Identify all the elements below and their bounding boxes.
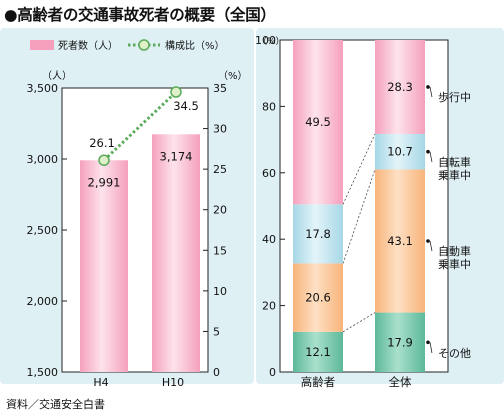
deaths-bar <box>152 134 200 372</box>
legend-leader-dot <box>426 340 430 345</box>
legend-leader-line <box>429 86 433 98</box>
segment-legend-label: 自動車 <box>438 244 471 258</box>
legend-leader-dot <box>426 239 430 243</box>
stacked-segment <box>293 331 343 372</box>
deaths-bar <box>80 160 128 372</box>
segment-value-label: 43.1 <box>387 234 413 248</box>
legend-leader-dot <box>426 149 430 154</box>
stacked-segment <box>375 169 425 313</box>
percent-axis-unit: （%） <box>258 36 285 47</box>
right-axis-tick-label: 10 <box>213 285 227 298</box>
deaths-bar-value-label: 2,991 <box>88 175 121 189</box>
segment-value-label: 20.6 <box>305 291 331 305</box>
left-axis-unit: （人） <box>42 70 72 82</box>
segment-value-label: 17.9 <box>387 335 413 349</box>
right-axis-tick-label: 35 <box>213 82 227 95</box>
segment-legend-label: 乗車中 <box>438 168 471 182</box>
percent-axis-tick-label: 100 <box>255 34 276 47</box>
legend-line-label: 構成比（%） <box>165 39 225 52</box>
segment-value-label: 10.7 <box>387 145 413 159</box>
segment-connector-line <box>342 133 376 205</box>
stacked-segment <box>375 133 425 170</box>
left-category-label: H10 <box>162 376 184 389</box>
ratio-point <box>170 86 182 98</box>
legend-leader-line <box>429 342 433 354</box>
segment-legend-label: その他 <box>438 347 471 360</box>
left-axis-tick-label: 2,500 <box>27 224 59 237</box>
legend-leader-dot <box>426 85 430 89</box>
segment-connector-line <box>342 169 376 264</box>
percent-axis-tick-label: 80 <box>262 100 276 113</box>
stacked-segment <box>293 204 343 264</box>
ratio-point <box>98 154 110 166</box>
percent-axis-tick-label: 20 <box>262 300 276 313</box>
page-title: ●高齢者の交通事故死者の概要（全国） <box>4 6 276 24</box>
stack-category-label: 全体 <box>389 375 412 389</box>
ratio-value-label: 34.5 <box>173 99 199 113</box>
percent-axis-tick-label: 40 <box>262 233 276 246</box>
left-axis-tick-label: 1,500 <box>27 366 59 379</box>
ratio-line <box>102 90 178 162</box>
legend-leader-line <box>429 240 433 252</box>
segment-value-label: 12.1 <box>305 345 331 359</box>
segment-legend-label: 乗車中 <box>438 257 471 271</box>
right-axis-tick-label: 20 <box>213 204 227 217</box>
stacked-segment <box>293 40 343 205</box>
ratio-value-label: 26.1 <box>89 136 115 150</box>
right-axis-unit: （%） <box>218 70 248 82</box>
segment-legend-label: 自転車 <box>438 155 471 169</box>
stacked-segment <box>375 312 425 372</box>
deaths-bar-value-label: 3,174 <box>160 149 193 163</box>
left-axis-tick-label: 3,500 <box>27 82 59 95</box>
legend-bar-label: 死者数（人） <box>58 39 118 52</box>
right-axis-tick-label: 15 <box>213 244 227 257</box>
left-axis-tick-label: 3,000 <box>27 153 59 166</box>
percent-axis-tick-label: 60 <box>262 167 276 180</box>
segment-value-label: 28.3 <box>387 80 413 94</box>
stacked-segment <box>293 263 343 332</box>
segment-value-label: 49.5 <box>305 115 331 129</box>
left-category-label: H4 <box>93 376 108 389</box>
percent-axis-tick-label: 0 <box>269 366 276 379</box>
right-axis-tick-label: 25 <box>213 163 227 176</box>
legend-line-marker <box>138 39 150 51</box>
legend-bar-swatch <box>30 40 54 50</box>
right-axis-tick-label: 5 <box>213 325 220 338</box>
right-axis-tick-label: 30 <box>213 123 227 136</box>
right-axis-tick-label: 0 <box>213 366 220 379</box>
legend-leader-line <box>429 151 433 163</box>
segment-legend-label: 歩行中 <box>438 90 471 104</box>
stack-category-label: 高齢者 <box>301 375 336 389</box>
stacked-segment <box>375 40 425 134</box>
source-note: 資料／交通安全白書 <box>6 398 105 411</box>
segment-value-label: 17.8 <box>305 227 331 241</box>
left-axis-tick-label: 2,000 <box>27 295 59 308</box>
